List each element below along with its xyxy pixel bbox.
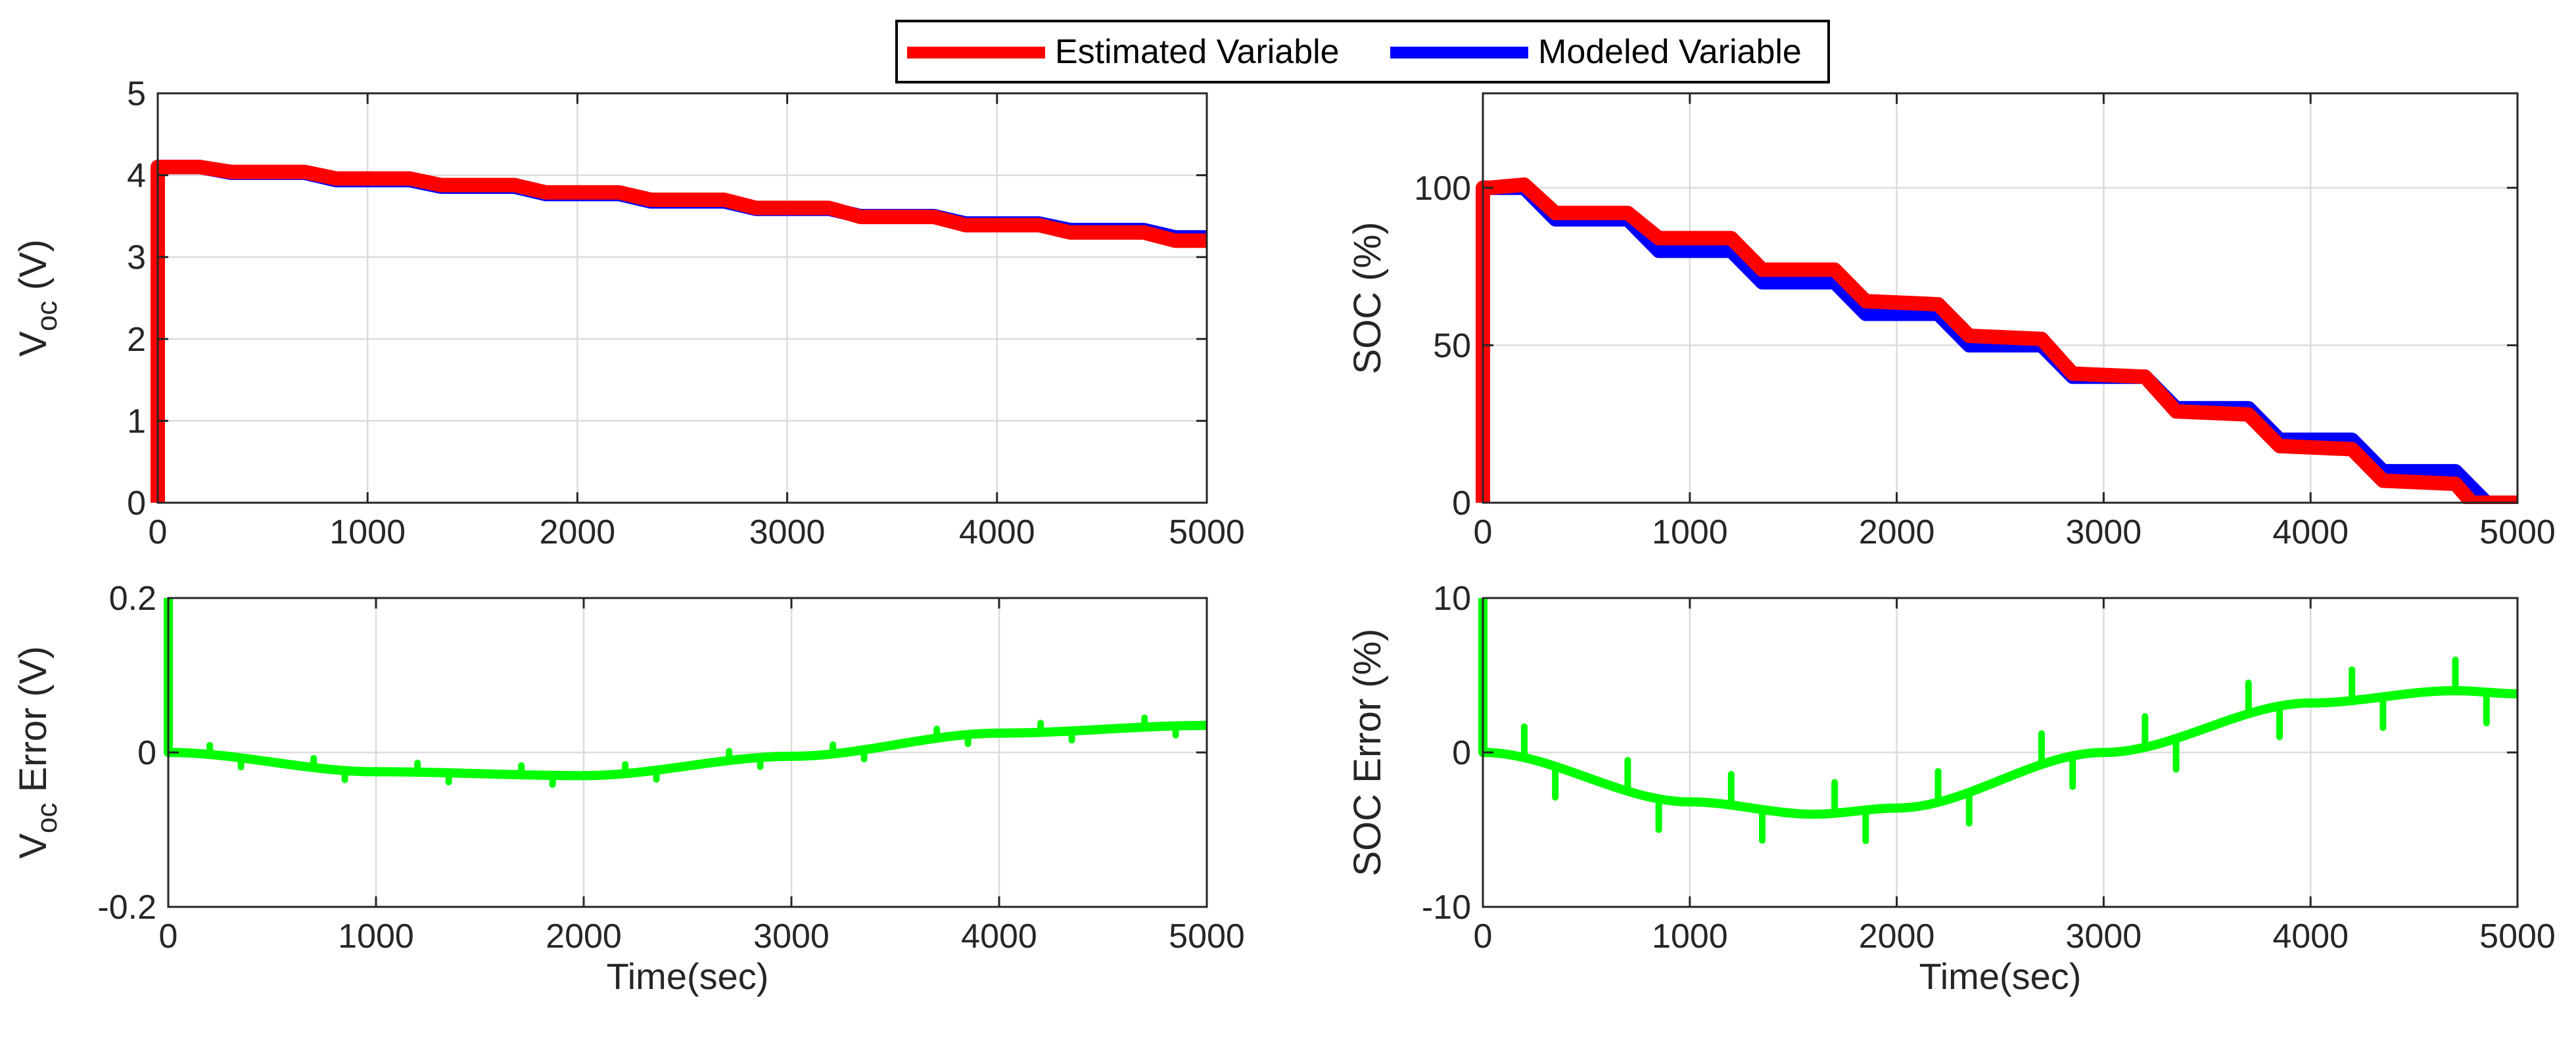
x-tick-label: 3000: [2066, 513, 2142, 551]
x-tick-label: 1000: [338, 917, 414, 956]
y-tick-label: -0.2: [97, 888, 156, 927]
y-tick-label: 0: [137, 734, 156, 772]
x-tick-label: 0: [149, 513, 168, 551]
y-tick-label: 3: [127, 239, 146, 277]
x-tick-label: 5000: [2479, 513, 2556, 551]
voc-chart-panel: 0 1000 2000 3000 4000 5000 0 1 2 3 4 5 Voc (V): [12, 75, 1245, 551]
estimated-series-line: [1476, 177, 2517, 504]
legend-label-estimated: Estimated Variable: [1055, 33, 1340, 71]
x-tick-label: 5000: [2479, 917, 2556, 956]
x-tick-label: 3000: [749, 513, 826, 551]
y-tick-label: 0.2: [109, 580, 156, 618]
x-tick-label: 2000: [546, 917, 622, 956]
x-tick-label: 3000: [2066, 917, 2142, 956]
legend-box: [895, 20, 1830, 83]
y-tick-label: 0: [1452, 484, 1471, 522]
y-axis-label: SOC Error (%): [1346, 629, 1389, 877]
axes-frame: [156, 92, 1208, 504]
x-tick-label: 2000: [1859, 917, 1935, 956]
x-tick-label: 4000: [2272, 513, 2349, 551]
x-tick-label: 0: [1474, 513, 1493, 551]
x-tick-label: 4000: [2272, 917, 2349, 956]
voc-error-chart-panel: 0 1000 2000 3000 4000 5000-0.200.2Time(sec)Vo…: [12, 580, 1245, 997]
series-group: [164, 598, 1207, 788]
x-axis-label: Time(sec): [1919, 956, 2082, 997]
x-tick-label: 2000: [1859, 513, 1935, 551]
x-tick-label: 5000: [1169, 513, 1245, 551]
y-tick-label: 0: [127, 484, 146, 522]
y-axis-label: SOC (%): [1346, 222, 1389, 375]
x-tick-label: 3000: [753, 917, 830, 956]
y-axis-label: Voc (V): [12, 239, 63, 357]
series-group: [151, 160, 1207, 503]
soc-error-chart-panel: 0 1000 2000 3000 4000 5000-10010Time(sec)SOC …: [1346, 580, 2556, 997]
y-tick-label: 100: [1414, 170, 1471, 208]
series-group: [1478, 598, 2518, 844]
legend-label-modeled: Modeled Variable: [1538, 33, 1802, 71]
axes-frame: [1482, 92, 2519, 504]
x-tick-label: 5000: [1169, 917, 1245, 956]
y-axis-label: Voc Error (V): [12, 646, 63, 859]
x-tick-label: 1000: [1652, 917, 1728, 956]
x-tick-label: 2000: [540, 513, 616, 551]
error-line: [164, 598, 1207, 781]
x-tick-label: 1000: [1652, 513, 1728, 551]
y-tick-label: 5: [127, 75, 146, 113]
x-axis-label: Time(sec): [607, 956, 769, 997]
error-line: [1478, 598, 2518, 819]
y-tick-label: 50: [1433, 327, 1471, 365]
plot-area: [158, 93, 1207, 503]
y-tick-label: 1: [127, 402, 146, 440]
y-tick-label: -10: [1422, 888, 1471, 927]
x-tick-label: 1000: [329, 513, 406, 551]
soc-chart-panel: 0 1000 2000 3000 4000 5000 0 50 100 SOC (%): [1346, 92, 2556, 551]
y-tick-label: 0: [1452, 734, 1471, 772]
x-tick-label: 4000: [959, 513, 1035, 551]
series-group: [1476, 177, 2517, 504]
legend: Estimated Variable Modeled Variable: [895, 20, 1830, 83]
y-tick-label: 4: [127, 157, 146, 195]
x-tick-label: 0: [159, 917, 178, 956]
x-tick-label: 4000: [961, 917, 1037, 956]
y-tick-label: 2: [127, 321, 146, 359]
x-tick-label: 0: [1474, 917, 1493, 956]
estimated-series-line: [151, 160, 1207, 503]
y-tick-label: 10: [1433, 580, 1471, 618]
